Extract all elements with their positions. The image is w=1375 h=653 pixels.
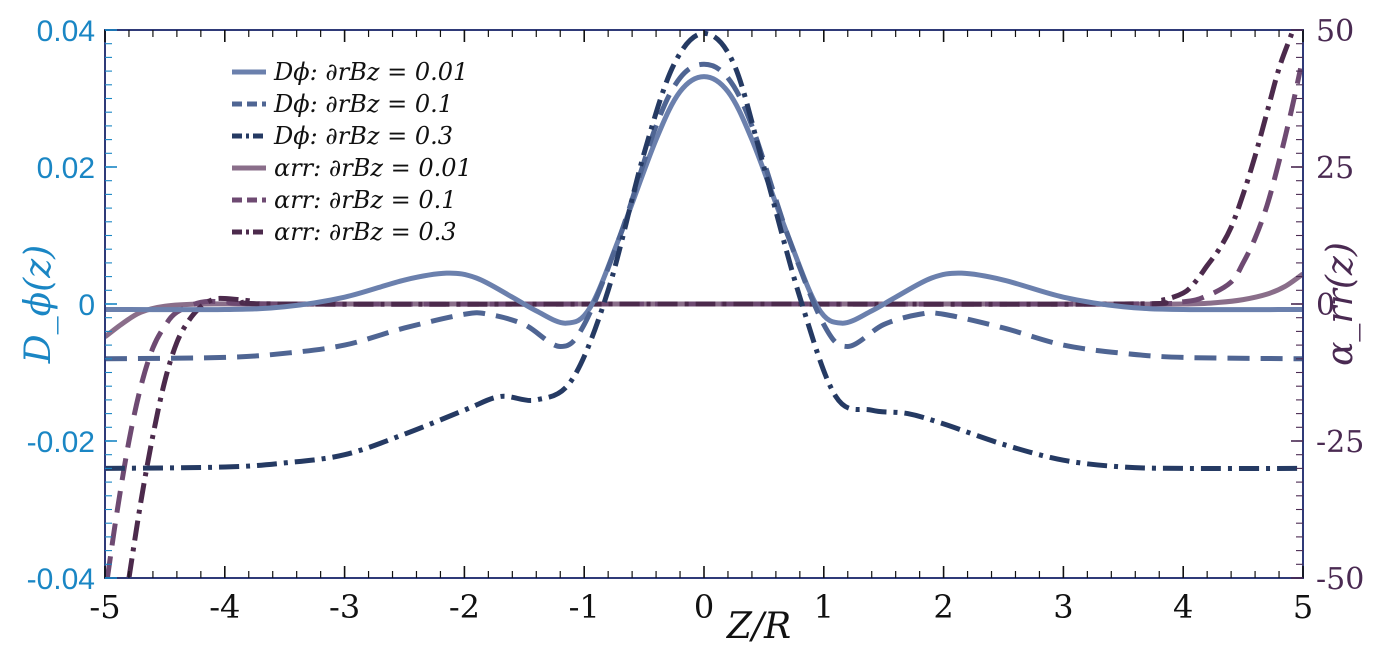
- x-tick-label: 2: [933, 588, 953, 626]
- x-tick-label: -2: [449, 588, 480, 626]
- legend-label-1: Dϕ: ∂rBz = 0.01: [273, 58, 468, 86]
- legend: Dϕ: ∂rBz = 0.01 Dϕ: ∂rBz = 0.1 Dϕ: ∂rBz = …: [232, 58, 472, 246]
- legend-label-4: αrr: ∂rBz = 0.01: [274, 154, 472, 182]
- tick-layer: -5 -4 -3 -2 -1 0 1 2 3 4 5 -0.04 -0.02 0 0.02 0.04 -50 -2…: [27, 14, 1365, 626]
- y-left-tick-label: -0.02: [27, 426, 95, 459]
- x-axis-label: Z/R: [726, 606, 791, 647]
- x-tick-label: -5: [89, 588, 120, 626]
- x-tick-label: 3: [1053, 588, 1073, 626]
- x-tick-label: 5: [1293, 588, 1313, 626]
- y-left-tick-label: 0.02: [37, 152, 95, 185]
- x-tick-label: -1: [569, 588, 600, 626]
- legend-label-3: Dϕ: ∂rBz = 0.3: [273, 122, 453, 150]
- y-left-tick-label: 0: [78, 289, 95, 322]
- y-right-tick-label: -50: [1316, 562, 1364, 597]
- x-tick-label: 1: [814, 588, 834, 626]
- y-right-tick-label: 50: [1316, 14, 1354, 49]
- y-left-tick-label: 0.04: [37, 15, 95, 48]
- legend-label-6: αrr: ∂rBz = 0.3: [274, 218, 457, 246]
- legend-label-5: αrr: ∂rBz = 0.1: [274, 186, 457, 214]
- y-right-tick-label: -25: [1316, 425, 1364, 460]
- x-tick-label: -3: [329, 588, 360, 626]
- series-line-1: [105, 74, 1303, 326]
- series-line-2: [105, 61, 1303, 362]
- x-tick-label: 4: [1173, 588, 1193, 626]
- y-right-tick-label: 0: [1316, 288, 1335, 323]
- series-line-6: [126, 30, 1296, 578]
- y-axis-label-right: α_rr(z): [1320, 242, 1361, 366]
- y-axis-label-left: D_ϕ(z): [18, 245, 59, 364]
- y-right-tick-label: 25: [1316, 151, 1354, 186]
- y-left-tick-label: -0.04: [27, 563, 95, 596]
- x-tick-label: 0: [694, 588, 714, 626]
- x-tick-label: -4: [209, 588, 240, 626]
- legend-label-2: Dϕ: ∂rBz = 0.1: [273, 90, 453, 118]
